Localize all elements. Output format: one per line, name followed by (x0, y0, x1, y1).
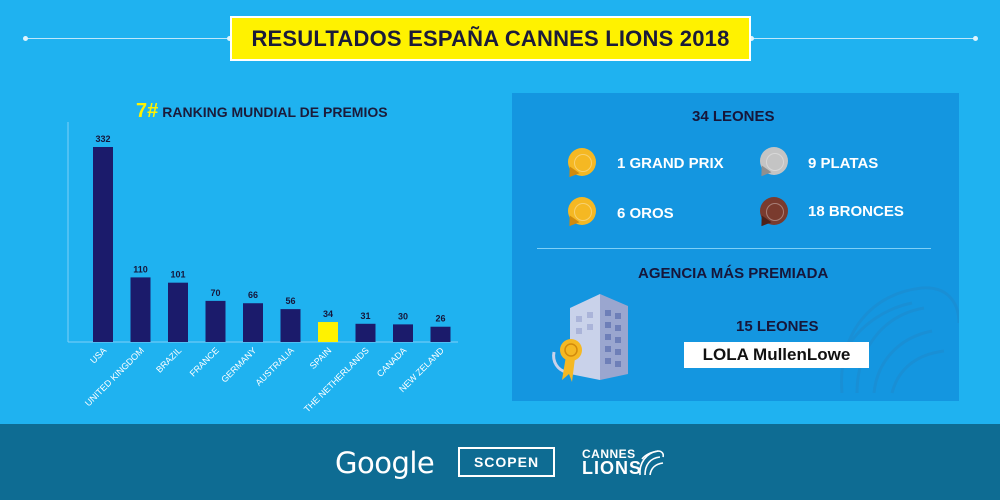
bar-value-label: 70 (210, 288, 220, 298)
category-label: THE NETHERLANDS (302, 345, 371, 414)
gold-medal-icon (564, 148, 596, 181)
award-grand-prix: 1 GRAND PRIX (617, 155, 724, 172)
bar-usa (93, 147, 113, 342)
award-silver: 9 PLATAS (808, 155, 879, 172)
bar-value-label: 30 (398, 311, 408, 321)
bar-value-label: 110 (133, 264, 148, 274)
award-gold: 6 OROS (617, 205, 674, 222)
agency-heading: AGENCIA MÁS PREMIADA (638, 265, 829, 282)
chart-title-text: RANKING MUNDIAL DE PREMIOS (162, 104, 388, 120)
agency-name-box: LOLA MullenLowe (684, 342, 869, 368)
bar-brazil (168, 282, 188, 342)
bar-value-label: 34 (323, 309, 333, 319)
bar-value-label: 66 (248, 290, 258, 300)
bar-united-kingdom (130, 277, 151, 342)
category-label: USA (88, 345, 108, 365)
bar-value-label: 26 (435, 314, 445, 324)
bar-germany (243, 303, 263, 342)
category-label: AUSTRALIA (253, 345, 295, 387)
bar-spain (318, 322, 338, 342)
cannes-logo-line2: LIONS (582, 458, 643, 478)
google-logo: Google (335, 446, 435, 480)
chart-title: 7# RANKING MUNDIAL DE PREMIOS (136, 100, 388, 123)
bar-new-zeland (430, 326, 451, 342)
bronze-medal-icon (756, 197, 788, 230)
bar-australia (280, 309, 301, 342)
page-title: RESULTADOS ESPAÑA CANNES LIONS 2018 (251, 25, 730, 51)
bar-value-label: 31 (360, 311, 370, 321)
category-label: SPAIN (308, 345, 334, 371)
cannes-lions-logo: CANNES LIONS (582, 447, 643, 478)
cannes-logo-line1: CANNES (582, 447, 636, 461)
category-label: CANADA (375, 345, 409, 379)
gold-medal-icon (564, 197, 596, 230)
silver-medal-icon (756, 147, 788, 180)
category-label: FRANCE (188, 345, 221, 378)
award-bronze: 18 BRONCES (808, 203, 904, 220)
chart-rank: 7# (136, 100, 159, 122)
scopen-logo: SCOPEN (458, 447, 555, 477)
category-label: GERMANY (219, 345, 258, 384)
category-label: BRAZIL (154, 345, 183, 374)
bar-canada (393, 324, 413, 342)
title-line-right (749, 36, 978, 41)
title-banner: RESULTADOS ESPAÑA CANNES LIONS 2018 (230, 16, 751, 61)
lion-logo-icon (639, 450, 665, 476)
bar-france (205, 300, 226, 342)
total-lions: 34 LEONES (692, 108, 775, 125)
bar-value-label: 332 (95, 134, 110, 144)
bar-value-label: 101 (170, 270, 185, 280)
building-award-icon (552, 294, 628, 382)
agency-count: 15 LEONES (736, 318, 819, 335)
bar-the-netherlands (355, 323, 376, 342)
footer (0, 424, 1000, 500)
panel-divider (537, 248, 931, 249)
agency-name: LOLA MullenLowe (702, 345, 851, 364)
title-line-left (23, 36, 232, 41)
bar-value-label: 56 (285, 296, 295, 306)
